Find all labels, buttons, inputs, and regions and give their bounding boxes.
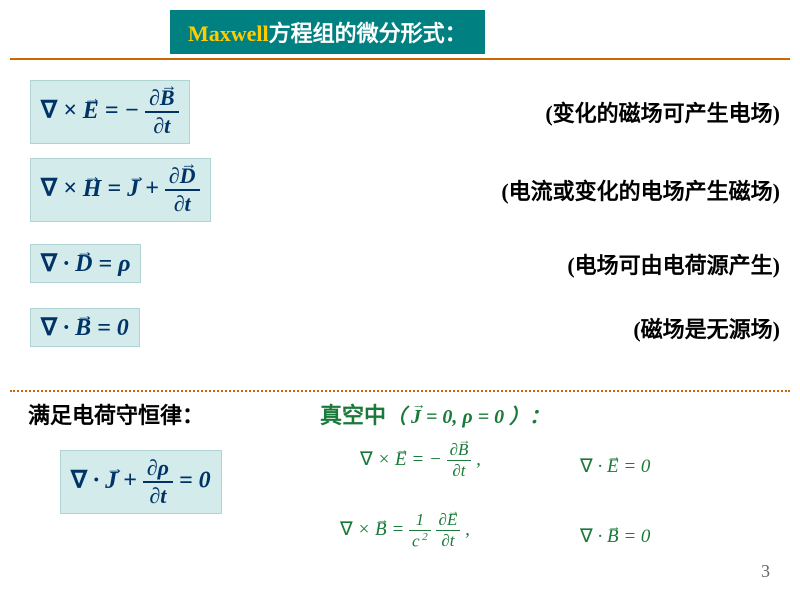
equation-div-B: ∇ · B = 0 [30,308,140,347]
horizontal-rule-top [10,58,790,60]
equation-curl-E: ∇ × E = − ∂B∂t [30,80,190,144]
vacuum-eq-div-E: ∇ · E = 0 [580,455,650,478]
equation-desc-4: (磁场是无源场) [633,312,780,344]
equation-desc-3: (电场可由电荷源产生) [567,248,780,280]
equation-row-4: ∇ · B = 0 (磁场是无源场) [30,308,780,347]
slide-title: Maxwell方程组的微分形式： [170,10,485,54]
equation-desc-2: (电流或变化的电场产生磁场) [501,174,780,206]
vacuum-eq-curl-B: ∇ × B = 1c 2 ∂E∂t , [340,510,470,552]
equation-row-3: ∇ · D = ρ (电场可由电荷源产生) [30,244,780,283]
equation-charge-conservation: ∇ · J + ∂ρ∂t = 0 [60,450,222,514]
vacuum-eq-div-B: ∇ · B = 0 [580,525,650,548]
vacuum-eq-curl-E: ∇ × E = − ∂B∂t , [360,440,481,481]
vacuum-label: 真空中 [320,403,386,428]
equation-row-2: ∇ × H = J + ∂D∂t (电流或变化的电场产生磁场) [30,158,780,222]
vacuum-conditions: （ J = 0, ρ = 0 ）： [386,406,549,428]
conservation-label: 满足电荷守恒律： [28,398,204,430]
page-number: 3 [761,561,770,582]
equation-row-1: ∇ × E = − ∂B∂t (变化的磁场可产生电场) [30,80,780,144]
title-chinese: 方程组的微分形式： [269,21,467,46]
horizontal-rule-dotted [10,390,790,392]
equation-curl-H: ∇ × H = J + ∂D∂t [30,158,211,222]
equation-div-D: ∇ · D = ρ [30,244,141,283]
title-english: Maxwell [188,21,269,46]
equation-desc-1: (变化的磁场可产生电场) [545,96,780,128]
vacuum-title: 真空中（ J = 0, ρ = 0 ）： [320,398,549,430]
